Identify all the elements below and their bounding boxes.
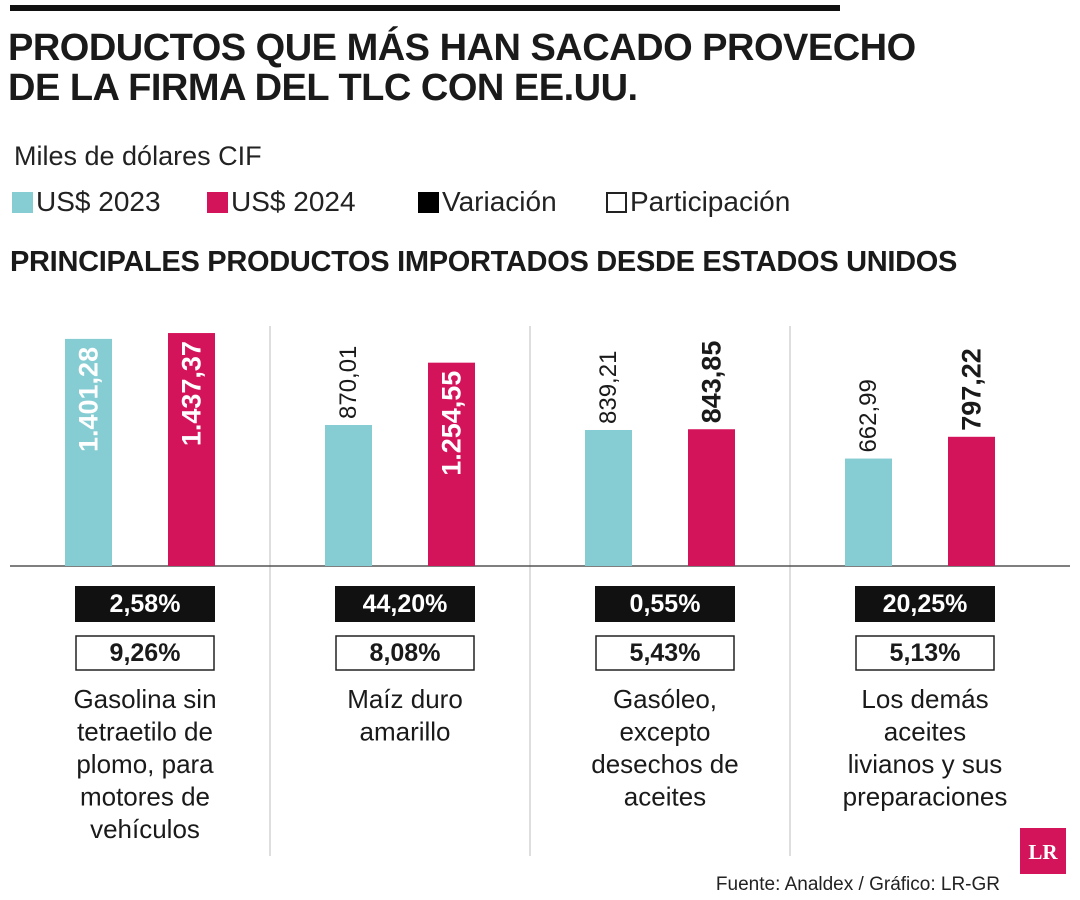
legend-item-variacion: Variación [418,186,557,218]
variation-box [335,586,475,622]
participation-value: 5,13% [890,639,961,667]
variation-box [75,586,215,622]
variation-box [855,586,995,622]
bar-2023 [325,424,372,566]
bar-value-label: 1.401,28 [74,347,104,452]
legend-swatch-variacion [418,191,439,213]
legend-item-2024: US$ 2024 [207,186,356,218]
chart-title-line-1: PRODUCTOS QUE MÁS HAN SACADO PROVECHO [8,27,916,69]
category-label: tetraetilo de [77,716,213,746]
variation-value: 44,20% [363,590,448,618]
category-label: Maíz duro [347,684,463,714]
bar-value-label: 1.254,55 [437,371,467,476]
legend-label-2023: US$ 2023 [36,186,161,217]
category-label: preparaciones [843,781,1008,811]
category-label: aceites [624,781,706,811]
bar-value-label: 662,99 [855,379,882,452]
legend-label-2024: US$ 2024 [231,186,356,217]
participation-box [75,635,215,671]
category-label: Gasóleo, [613,684,717,714]
chart-title-line-2: DE LA FIRMA DEL TLC CON EE.UU. [8,67,638,109]
bar-value-label: 1.437,37 [177,341,207,446]
bar-value-label: 870,01 [335,346,362,419]
legend-swatch-2023 [12,191,33,213]
bar-value-label: 839,21 [595,351,622,424]
category-label: aceites [884,716,966,746]
participation-box [855,635,995,671]
variation-box [595,586,735,622]
category-label: amarillo [359,716,450,746]
variation-value: 0,55% [630,590,701,618]
legend-label-participacion: Participación [630,186,791,217]
variation-value: 2,58% [110,590,181,618]
bar-2023 [65,338,112,566]
lr-logo-text: LR [1028,840,1058,864]
bar-chart: 1.401,28 1.437,37 2,58% 9,26% Gasolina sinte… [10,326,1070,856]
variation-value: 20,25% [883,590,968,618]
legend: US$ 2023 US$ 2024 Variación Participació… [12,186,1012,222]
legend-label-variacion: Variación [442,186,557,217]
top-rule [10,5,840,11]
bar-2023 [585,429,632,566]
chart-title: PRODUCTOS QUE MÁS HAN SACADO PROVECHO DE… [8,28,1008,108]
participation-value: 9,26% [110,639,181,667]
participation-value: 8,08% [370,639,441,667]
bar-2024 [168,333,215,566]
chart-subtitle: PRINCIPALES PRODUCTOS IMPORTADOS DESDE E… [10,246,958,278]
legend-swatch-participacion [606,191,627,213]
lr-logo-shape [1020,828,1066,874]
participation-value: 5,43% [630,639,701,667]
category-label: motores de [80,781,210,811]
bar-value-label: 797,22 [957,348,987,431]
category-label: desechos de [591,749,738,779]
category-label: excepto [619,716,710,746]
source-note: Fuente: Analdex / Gráfico: LR-GR [715,874,1000,895]
bar-2024 [948,436,995,566]
participation-box [595,635,735,671]
bar-2024 [688,429,735,566]
category-label: vehículos [90,814,200,844]
category-label: Los demás [861,684,988,714]
legend-item-2023: US$ 2023 [12,186,161,218]
category-label: livianos y sus [848,749,1003,779]
units-label: Miles de dólares CIF [14,141,262,171]
bar-2023 [845,458,892,566]
bar-2024 [428,362,475,566]
lr-logo: LR [1020,828,1066,874]
category-label: Gasolina sin [73,684,216,714]
bar-value-label: 843,85 [697,341,727,424]
legend-item-participacion: Participación [606,186,790,218]
participation-box [335,635,475,671]
legend-swatch-2024 [207,191,228,213]
category-label: plomo, para [76,749,214,779]
